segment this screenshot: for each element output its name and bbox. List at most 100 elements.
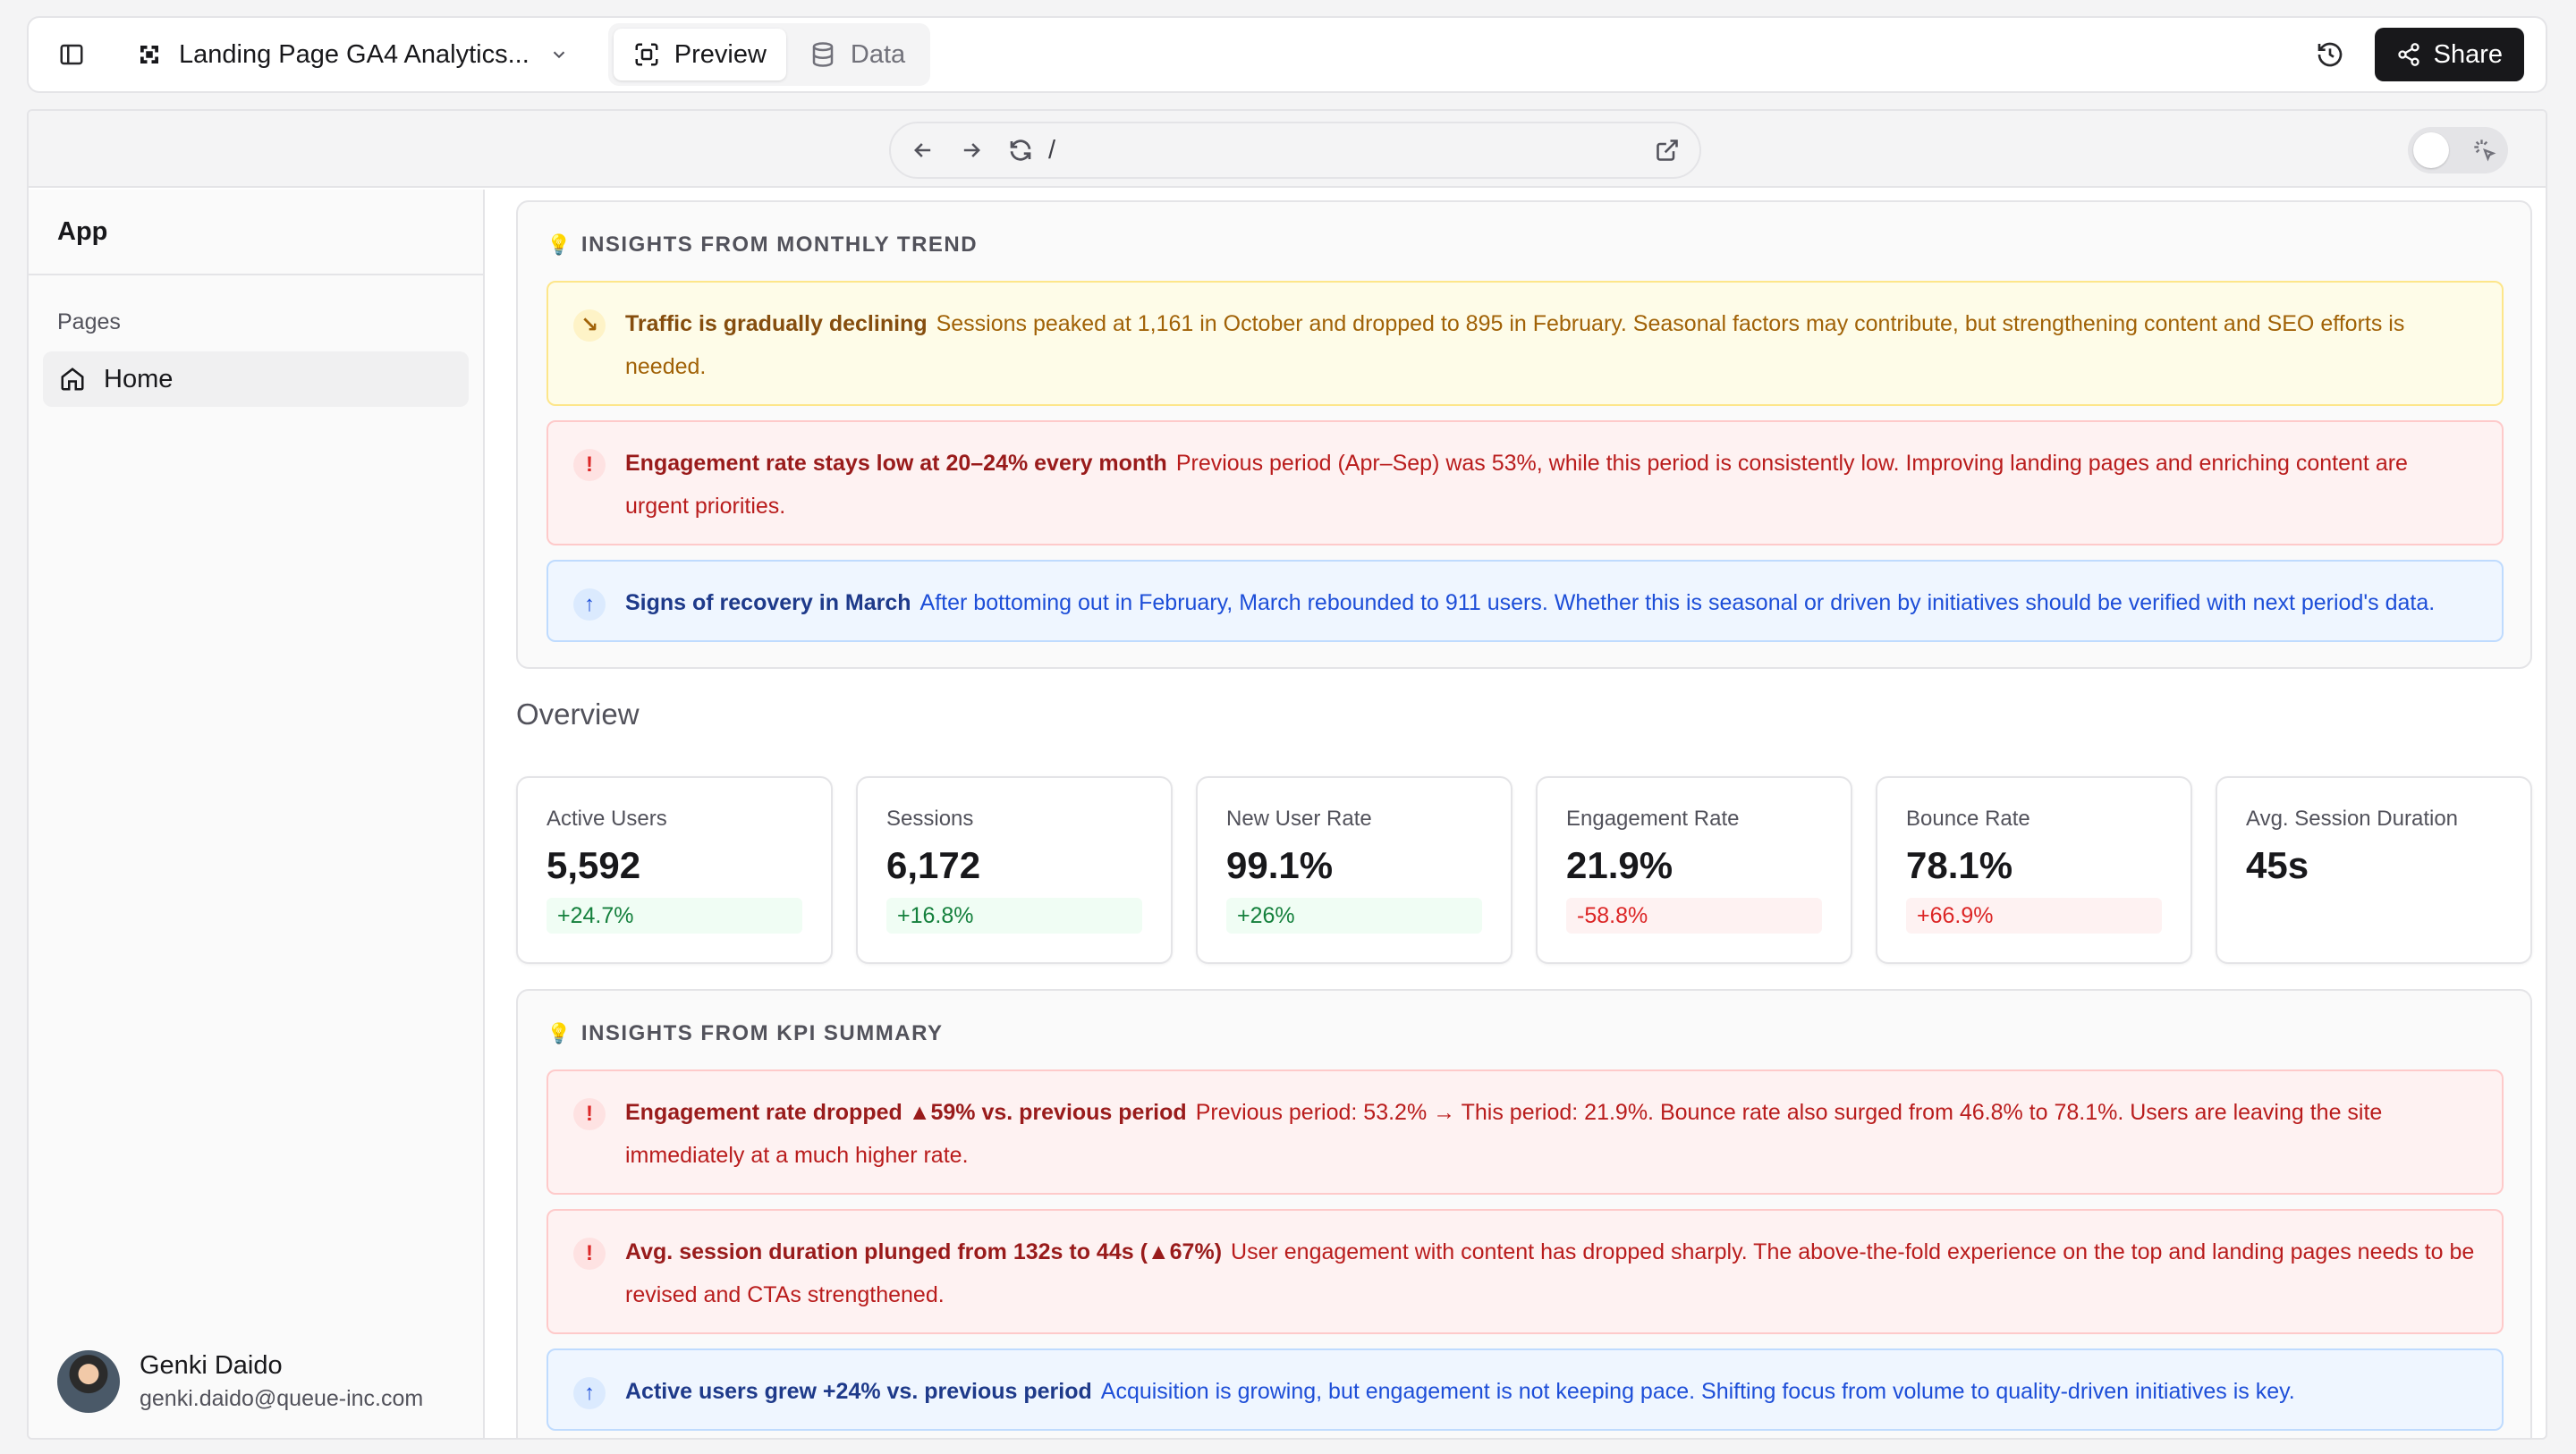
top-bar: Landing Page GA4 Analytics... Preview Da… bbox=[27, 16, 2547, 93]
toggle-knob bbox=[2413, 132, 2449, 168]
share-label: Share bbox=[2433, 39, 2503, 69]
app-title: App bbox=[29, 190, 483, 275]
refresh-icon[interactable] bbox=[1007, 137, 1034, 164]
kpi-card: Bounce Rate 78.1% +66.9% bbox=[1876, 776, 2192, 964]
kpi-insights-title: INSIGHTS FROM KPI SUMMARY bbox=[580, 1021, 944, 1045]
alert-title: Engagement rate stays low at 20–24% ever… bbox=[625, 451, 1167, 476]
chevron-down-icon bbox=[553, 51, 564, 59]
preview-frame: / App Pages Home Genki Daido genki.daido… bbox=[27, 109, 2547, 1440]
tab-data[interactable]: Data bbox=[790, 29, 925, 80]
alert-body: User engagement with content has dropped… bbox=[625, 1239, 2475, 1307]
tab-preview-label: Preview bbox=[674, 39, 767, 69]
alert-body: Previous period: 53.2% → This period: 21… bbox=[625, 1100, 2383, 1168]
kpi-label: Active Users bbox=[547, 807, 667, 831]
sidebar-item-home[interactable]: Home bbox=[43, 351, 469, 407]
view-tabs: Preview Data bbox=[607, 23, 931, 86]
alert-text: Engagement rate stays low at 20–24% ever… bbox=[625, 442, 2475, 544]
insight-alert: ↑ Signs of recovery in March After bottom… bbox=[547, 560, 2504, 642]
kpi-card: New User Rate 99.1% +26% bbox=[1196, 776, 1513, 964]
url-path: / bbox=[1048, 135, 1056, 165]
alert-text: Signs of recovery in March After bottomin… bbox=[625, 581, 2435, 640]
user-name: Genki Daido bbox=[140, 1351, 283, 1380]
exclamation-icon: ! bbox=[573, 1098, 606, 1130]
monthly-insights-card: 💡 INSIGHTS FROM MONTHLY TREND ↘ Traffic … bbox=[516, 200, 2532, 669]
kpi-value: 99.1% bbox=[1226, 844, 1334, 886]
project-logo-icon bbox=[140, 46, 158, 63]
forward-arrow-icon[interactable] bbox=[959, 138, 984, 163]
kpi-delta: +16.8% bbox=[886, 898, 1142, 934]
project-selector[interactable]: Landing Page GA4 Analytics... bbox=[136, 40, 569, 70]
arrow-up-icon: ↑ bbox=[573, 588, 606, 621]
kpi-value: 5,592 bbox=[547, 844, 641, 886]
kpi-delta: -58.8% bbox=[1566, 898, 1822, 934]
alert-title: Signs of recovery in March bbox=[625, 590, 911, 615]
kpi-label: New User Rate bbox=[1226, 807, 1372, 831]
kpi-card: Active Users 5,592 +24.7% bbox=[516, 776, 833, 964]
pages-section-label: Pages bbox=[57, 309, 121, 334]
kpi-value: 21.9% bbox=[1566, 844, 1674, 886]
alert-text: Traffic is gradually declining Sessions p… bbox=[625, 302, 2475, 404]
sidebar-toggle-icon[interactable] bbox=[50, 33, 93, 76]
insight-alert: ! Avg. session duration plunged from 132… bbox=[547, 1209, 2504, 1334]
alert-body: Previous period (Apr–Sep) was 53%, while… bbox=[625, 451, 2408, 519]
kpi-value: 78.1% bbox=[1906, 844, 2013, 886]
home-icon bbox=[61, 368, 84, 391]
alert-title: Engagement rate dropped ▲59% vs. previou… bbox=[625, 1100, 1187, 1125]
kpi-card: Sessions 6,172 +16.8% bbox=[856, 776, 1173, 964]
kpi-card: Avg. Session Duration 45s bbox=[2216, 776, 2532, 964]
overview-title: Overview bbox=[516, 697, 640, 731]
alert-title: Traffic is gradually declining bbox=[625, 311, 928, 336]
select-mode-toggle[interactable] bbox=[2408, 127, 2508, 173]
url-bar[interactable]: / bbox=[889, 122, 1701, 179]
exclamation-icon: ! bbox=[573, 449, 606, 481]
external-link-icon[interactable] bbox=[1655, 138, 1680, 163]
share-icon bbox=[2397, 43, 2419, 66]
lightbulb-icon: 💡 bbox=[547, 233, 572, 256]
browser-bar: / bbox=[29, 111, 2546, 188]
tab-data-label: Data bbox=[850, 39, 906, 69]
share-button[interactable]: Share bbox=[2374, 28, 2524, 81]
kpi-label: Sessions bbox=[886, 807, 974, 831]
kpi-delta: +66.9% bbox=[1906, 898, 2162, 934]
user-info: Genki Daido genki.daido@queue-inc.com bbox=[140, 1351, 423, 1412]
user-email: genki.daido@queue-inc.com bbox=[140, 1386, 424, 1411]
alert-body: Acquisition is growing, but engagement i… bbox=[1100, 1379, 2295, 1404]
project-title: Landing Page GA4 Analytics... bbox=[179, 39, 530, 69]
alert-body: After bottoming out in February, March r… bbox=[919, 590, 2436, 615]
kpi-insights-heading: 💡 INSIGHTS FROM KPI SUMMARY bbox=[518, 991, 2530, 1046]
alert-title: Active users grew +24% vs. previous peri… bbox=[625, 1379, 1092, 1404]
alert-text: Engagement rate dropped ▲59% vs. previou… bbox=[625, 1091, 2475, 1193]
history-icon[interactable] bbox=[2305, 30, 2355, 80]
exclamation-icon: ! bbox=[573, 1238, 606, 1270]
kpi-label: Avg. Session Duration bbox=[2246, 807, 2459, 831]
sidebar-item-label: Home bbox=[104, 364, 174, 393]
kpi-value: 6,172 bbox=[886, 844, 981, 886]
arrow-down-right-icon: ↘ bbox=[573, 309, 606, 342]
back-arrow-icon[interactable] bbox=[911, 138, 936, 163]
kpi-delta: +24.7% bbox=[547, 898, 802, 934]
app-sidebar: App Pages Home Genki Daido genki.daido@q… bbox=[29, 190, 485, 1438]
kpi-insights-card: 💡 INSIGHTS FROM KPI SUMMARY ! Engagement… bbox=[516, 989, 2532, 1438]
database-icon bbox=[812, 42, 834, 67]
alert-text: Avg. session duration plunged from 132s … bbox=[625, 1230, 2475, 1332]
alert-body: Sessions peaked at 1,161 in October and … bbox=[625, 311, 2405, 379]
kpi-label: Engagement Rate bbox=[1566, 807, 1740, 831]
insight-alert: ! Engagement rate stays low at 20–24% ev… bbox=[547, 420, 2504, 545]
preview-icon bbox=[635, 43, 658, 66]
kpi-label: Bounce Rate bbox=[1906, 807, 2030, 831]
insight-alert: ! Engagement rate dropped ▲59% vs. previ… bbox=[547, 1069, 2504, 1195]
monthly-insights-title: INSIGHTS FROM MONTHLY TREND bbox=[580, 232, 979, 257]
kpi-card: Engagement Rate 21.9% -58.8% bbox=[1536, 776, 1852, 964]
arrow-up-icon: ↑ bbox=[573, 1377, 606, 1409]
insight-alert: ↘ Traffic is gradually declining Sessions… bbox=[547, 281, 2504, 406]
user-profile[interactable]: Genki Daido genki.daido@queue-inc.com bbox=[57, 1350, 423, 1413]
tab-preview[interactable]: Preview bbox=[613, 29, 786, 80]
alert-text: Active users grew +24% vs. previous peri… bbox=[625, 1370, 2295, 1429]
alert-title: Avg. session duration plunged from 132s … bbox=[625, 1239, 1223, 1264]
monthly-insights-heading: 💡 INSIGHTS FROM MONTHLY TREND bbox=[518, 202, 2530, 258]
kpi-value: 45s bbox=[2246, 844, 2309, 886]
lightbulb-icon: 💡 bbox=[547, 1022, 572, 1044]
kpi-delta: +26% bbox=[1226, 898, 1482, 934]
avatar bbox=[57, 1350, 120, 1413]
insight-alert: ↑ Active users grew +24% vs. previous pe… bbox=[547, 1348, 2504, 1431]
